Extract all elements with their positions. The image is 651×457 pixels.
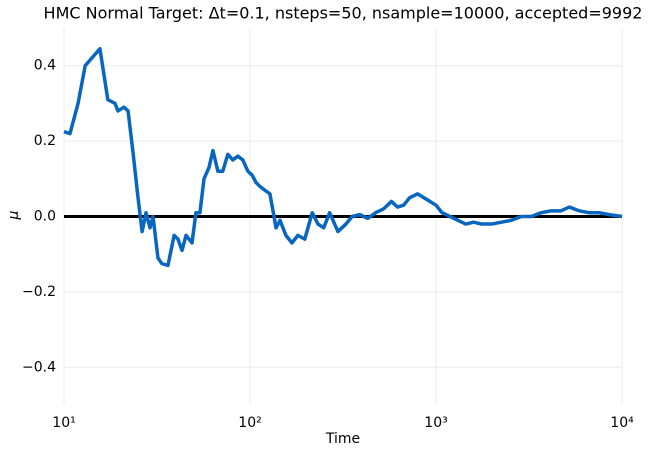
y-axis-label: μ: [6, 210, 22, 220]
x-tick-label: 10²: [238, 415, 261, 431]
x-axis-label: Time: [325, 431, 360, 447]
y-tick-label: −0.2: [22, 284, 56, 300]
y-tick-label: −0.4: [22, 359, 56, 375]
data-line: [63, 46, 623, 268]
y-tick-label: 0.2: [34, 133, 56, 149]
y-tick-label: 0.4: [34, 58, 56, 74]
x-tick-label: 10⁴: [610, 415, 634, 431]
y-tick-label: 0.0: [34, 209, 56, 225]
chart-title: HMC Normal Target: Δt=0.1, nsteps=50, ns…: [44, 4, 643, 23]
x-tick-label: 10¹: [52, 415, 75, 431]
x-tick-label: 10³: [424, 415, 447, 431]
